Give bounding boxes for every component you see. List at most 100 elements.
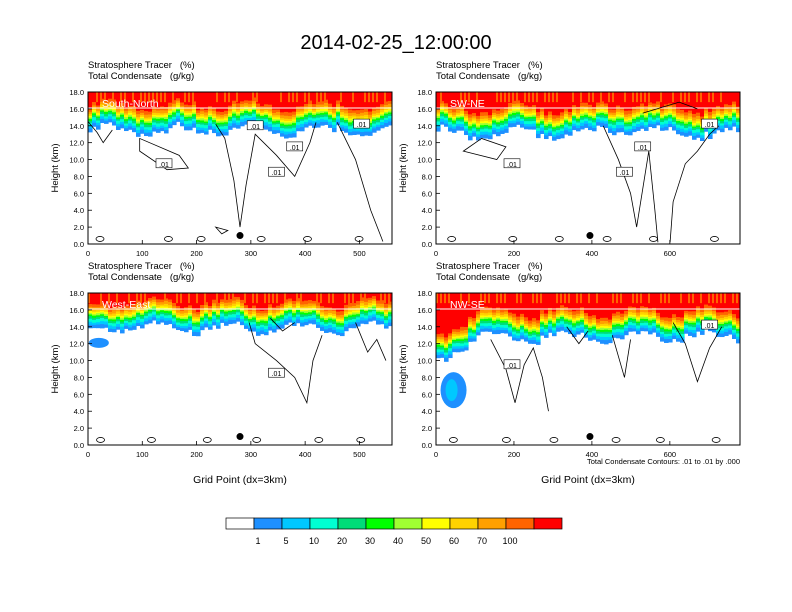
tracer-cell [540, 293, 542, 304]
tracer-cell [324, 311, 329, 315]
tracer-cell [736, 321, 740, 325]
tracer-cell [328, 318, 333, 321]
tracer-cell [720, 121, 725, 124]
tracer-cell [152, 127, 157, 132]
tracer-cell [660, 107, 665, 112]
tracer-cell [88, 92, 93, 110]
tracer-cell [676, 109, 681, 114]
tracer-cell [468, 92, 473, 115]
tracer-cell [96, 117, 101, 121]
contour-line [87, 121, 113, 144]
tracer-cell [536, 293, 541, 321]
tracer-cell [680, 131, 685, 136]
tracer-cell [532, 116, 537, 120]
tracer-cell [636, 113, 641, 117]
tracer-cell [480, 293, 482, 304]
tracer-cell [488, 309, 493, 314]
tracer-cell [672, 126, 677, 131]
tracer-cell [460, 115, 465, 118]
tracer-cell [132, 314, 137, 318]
tracer-cell [516, 327, 521, 330]
tracer-cell [660, 113, 665, 116]
tracer-cell [372, 301, 377, 305]
tracer-cell [108, 317, 113, 320]
tracer-cell [116, 113, 121, 116]
tracer-cell [376, 115, 381, 118]
tracer-cell [152, 109, 157, 114]
tracer-cell [544, 329, 549, 333]
tracer-cell [672, 317, 677, 321]
tracer-cell [116, 120, 121, 125]
tracer-cell [548, 293, 553, 309]
tracer-cell [648, 314, 653, 318]
tracer-cell [684, 115, 689, 120]
tracer-cell [376, 313, 381, 316]
tracer-cell [532, 332, 537, 336]
tracer-cell [728, 108, 733, 113]
tracer-cell [608, 123, 613, 127]
tracer-cell [660, 293, 662, 304]
tracer-cell [596, 324, 601, 328]
tracer-cell [180, 122, 185, 127]
tracer-cell [160, 113, 165, 116]
tracer-cell [508, 92, 510, 103]
tracer-cell [720, 330, 725, 334]
tracer-cell [468, 330, 473, 334]
tracer-cell [388, 306, 392, 310]
tracer-cell [484, 320, 489, 324]
tracer-cell [212, 123, 217, 127]
tracer-cell [472, 324, 477, 328]
tracer-cell [108, 311, 113, 315]
tracer-cell [520, 116, 525, 120]
tracer-cell [564, 310, 569, 315]
tracer-cell [728, 119, 733, 122]
tracer-cell [532, 334, 537, 338]
tracer-cell [532, 340, 537, 344]
tracer-cell [440, 101, 445, 105]
tracer-cell [380, 117, 385, 121]
tracer-cell [284, 293, 289, 300]
tracer-cell [508, 317, 513, 321]
tracer-cell [92, 293, 97, 305]
tracer-cell [696, 309, 701, 314]
tracer-cell [716, 320, 721, 323]
tracer-cell [384, 104, 389, 108]
tracer-cell [268, 92, 273, 106]
tracer-cell [568, 118, 573, 122]
tracer-cell [588, 118, 593, 122]
tracer-cell [672, 322, 677, 325]
tracer-cell [592, 335, 597, 340]
tracer-cell [480, 323, 485, 327]
plot-frame [87, 292, 393, 446]
tracer-cell [720, 320, 725, 323]
tracer-cell [288, 122, 293, 126]
tracer-cell [176, 326, 181, 331]
tracer-cell [692, 293, 694, 304]
tracer-cell [128, 118, 133, 122]
tracer-cell [660, 119, 665, 123]
tracer-cell [332, 114, 337, 118]
tracer-cell [344, 118, 349, 121]
x-tick-label: 600 [664, 450, 677, 459]
tracer-cell [272, 310, 277, 314]
tracer-cell [720, 107, 725, 112]
tracer-cell [732, 332, 737, 336]
tracer-cell [180, 92, 185, 104]
tracer-cell [268, 318, 273, 322]
tracer-cell [504, 123, 509, 127]
tracer-cell [592, 127, 597, 132]
tracer-cell [708, 128, 713, 133]
tracer-cell [208, 125, 213, 130]
tracer-cell [612, 324, 617, 328]
tracer-cell [132, 114, 137, 118]
tracer-cell [112, 321, 117, 324]
tracer-cell [244, 109, 249, 112]
tracer-cell [248, 104, 253, 108]
tracer-cell [564, 120, 569, 123]
tracer-cell [100, 118, 105, 124]
tracer-cell [104, 100, 109, 104]
contour-label: .01 [290, 145, 300, 152]
tracer-cell [688, 120, 693, 123]
tracer-cell [192, 324, 197, 327]
tracer-cell [372, 110, 377, 115]
